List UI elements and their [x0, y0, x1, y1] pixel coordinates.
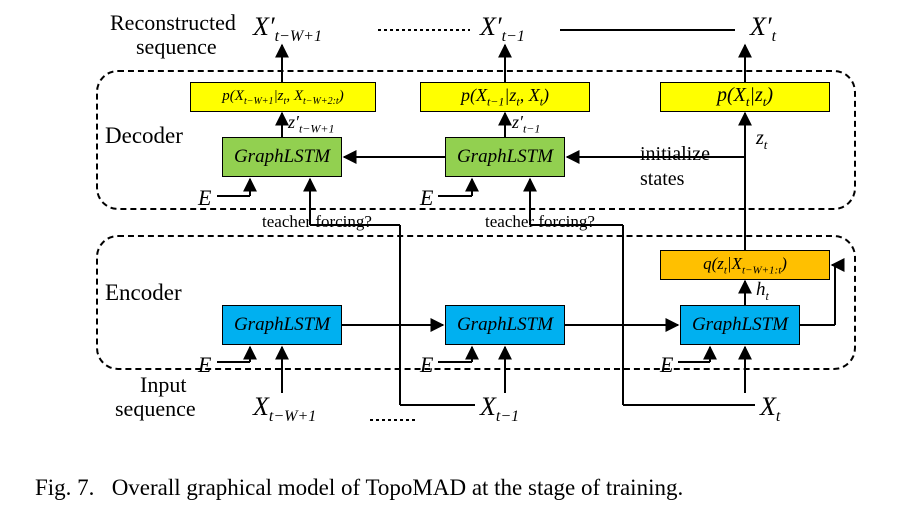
reconstructed-label: Reconstructed [110, 10, 236, 36]
sequence-bottom-label: sequence [115, 396, 196, 422]
figure-caption: Fig. 7. Overall graphical model of TopoM… [35, 475, 865, 501]
encoder-lstm-1: GraphLSTM [222, 305, 342, 345]
output-xp-tW1: X′t−W+1 [253, 12, 322, 46]
z-t: zt [756, 127, 767, 153]
decoder-lstm-2: GraphLSTM [445, 137, 565, 177]
teacher-forcing-1: teacher forcing? [262, 212, 372, 232]
sequence-top-label: sequence [136, 34, 217, 60]
encoder-lstm-3: GraphLSTM [680, 305, 800, 345]
E-dec-2: E [420, 185, 433, 211]
E-enc-3: E [660, 352, 673, 378]
E-enc-2: E [420, 352, 433, 378]
decoder-label: Decoder [105, 123, 183, 149]
encoder-label: Encoder [105, 280, 182, 306]
E-dec-1: E [198, 185, 211, 211]
output-xp-t: X′t [750, 12, 776, 46]
input-x-tW1: Xt−W+1 [253, 392, 316, 426]
input-x-t: Xt [760, 392, 780, 426]
encoder-lstm-2: GraphLSTM [445, 305, 565, 345]
p-box-3: p(Xt|zt) [660, 82, 830, 112]
initialize-label: initialize [640, 143, 710, 166]
input-label: Input [140, 372, 186, 398]
h-t: ht [756, 279, 769, 304]
decoder-lstm-1: GraphLSTM [222, 137, 342, 177]
E-enc-1: E [198, 352, 211, 378]
states-label: states [640, 168, 684, 191]
zprime-tW1: z′t−W+1 [288, 112, 334, 137]
zprime-t1: z′t−1 [512, 112, 540, 137]
q-box: q(zt|Xt−W+1:t) [660, 250, 830, 280]
teacher-forcing-2: teacher forcing? [485, 212, 595, 232]
p-box-2: p(Xt−1|zt, Xt) [420, 82, 590, 112]
p-box-1: p(Xt−W+1|zt, Xt−W+2:t) [190, 82, 376, 112]
input-x-t1: Xt−1 [480, 392, 519, 426]
output-xp-t1: X′t−1 [480, 12, 525, 46]
